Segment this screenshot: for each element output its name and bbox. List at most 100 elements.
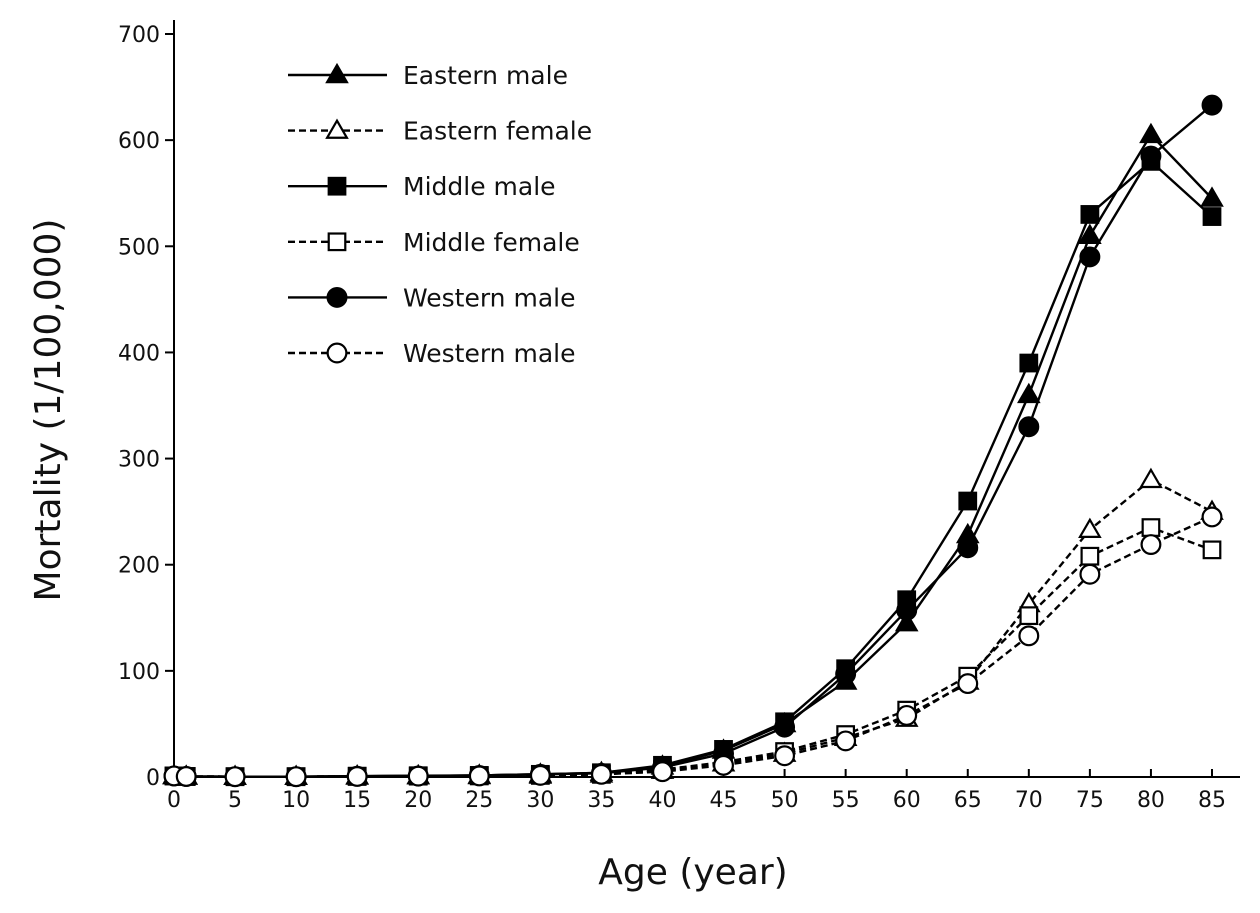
x-tick-label: 20	[404, 788, 432, 813]
x-tick-label: 30	[526, 788, 554, 813]
series-2	[164, 151, 1222, 787]
x-ticks: 0 5 10 15 20 25 30 35 40 45 50 55 60 65 70 75 80 85	[167, 769, 1226, 813]
data-point	[894, 610, 919, 632]
data-point	[1017, 382, 1041, 404]
x-tick-label: 15	[343, 788, 371, 813]
data-point	[529, 764, 551, 786]
series-line	[173, 526, 1213, 778]
data-point	[175, 766, 197, 787]
y-tick-label: 500	[118, 235, 160, 260]
legend-entry: Eastern female	[288, 117, 592, 146]
data-point	[1200, 186, 1224, 207]
x-tick-label: 75	[1076, 788, 1104, 813]
legend-marker	[325, 62, 349, 84]
series-line	[173, 159, 1213, 778]
data-point	[1078, 223, 1102, 244]
x-tick-label: 50	[771, 788, 799, 813]
data-point	[590, 763, 612, 785]
data-point	[774, 745, 796, 767]
data-point	[713, 754, 734, 776]
x-tick-label: 70	[1015, 788, 1043, 813]
x-tick-label: 35	[587, 788, 615, 813]
x-tick-label: 10	[282, 788, 310, 813]
series-line	[173, 132, 1213, 778]
data-point	[285, 766, 307, 788]
data-point	[1139, 122, 1163, 144]
data-point	[896, 599, 918, 621]
data-point	[774, 716, 796, 738]
series-line	[173, 104, 1213, 778]
legend-entry: Middle male	[288, 172, 556, 201]
legend-label: Western male	[403, 283, 575, 312]
x-tick-label: 5	[228, 788, 242, 813]
series-4	[163, 94, 1223, 788]
series-layer	[162, 94, 1224, 788]
data-point	[1141, 518, 1161, 537]
y-tick-label: 700	[118, 23, 160, 48]
series-0	[162, 122, 1224, 785]
data-point	[1078, 517, 1102, 538]
data-point	[1202, 540, 1222, 560]
data-point	[407, 765, 429, 787]
x-tick-label: 40	[648, 788, 676, 813]
y-tick-label: 300	[118, 448, 160, 473]
data-point	[1018, 416, 1040, 438]
data-point	[1201, 506, 1223, 528]
data-point	[1139, 467, 1163, 489]
legend-entry: Western male	[288, 339, 575, 368]
data-point	[1201, 94, 1223, 116]
data-point	[1140, 145, 1162, 167]
legend: Eastern male Eastern female Middle male Mid…	[288, 61, 592, 368]
data-point	[1019, 353, 1039, 373]
y-ticks: 0 100 200 300 400 500 600 700	[118, 23, 174, 791]
x-tick-label: 80	[1137, 788, 1165, 813]
legend-marker	[325, 118, 349, 139]
series-line	[173, 478, 1213, 778]
data-point	[1079, 246, 1101, 268]
data-point	[896, 704, 918, 726]
legend-entry: Western male	[288, 283, 575, 312]
legend-label: Middle female	[403, 228, 580, 257]
data-point	[1018, 625, 1040, 647]
legend-entry: Eastern male	[288, 61, 568, 90]
data-point	[1079, 563, 1101, 585]
y-axis-label: Mortality (1/100,000)	[28, 219, 69, 602]
x-axis-label: Age (year)	[598, 852, 787, 893]
y-tick-label: 400	[118, 341, 160, 366]
y-tick-label: 0	[146, 766, 160, 791]
data-point	[1140, 534, 1162, 556]
data-point	[468, 765, 490, 787]
legend-label: Eastern female	[403, 117, 592, 146]
series-1	[162, 467, 1224, 785]
legend-label: Middle male	[403, 172, 556, 201]
legend-marker	[326, 286, 348, 308]
data-point	[958, 491, 978, 511]
x-tick-label: 65	[954, 788, 982, 813]
data-point	[224, 766, 246, 788]
data-point	[957, 673, 979, 695]
legend-marker	[327, 232, 347, 252]
x-tick-label: 45	[710, 788, 738, 813]
data-point	[957, 537, 979, 559]
legend-label: Eastern male	[403, 61, 568, 90]
y-tick-label: 100	[118, 660, 160, 685]
data-point	[1202, 207, 1222, 226]
data-point	[346, 766, 368, 787]
x-tick-label: 85	[1198, 788, 1226, 813]
series-5	[163, 506, 1223, 788]
data-point	[1080, 205, 1100, 224]
x-tick-label: 60	[893, 788, 921, 813]
data-point	[1019, 606, 1039, 626]
legend-label: Western male	[403, 339, 575, 368]
data-point	[835, 663, 857, 685]
x-tick-label: 55	[832, 788, 860, 813]
series-line	[173, 515, 1213, 778]
data-point	[1080, 546, 1100, 566]
x-tick-label: 0	[167, 788, 181, 813]
legend-marker	[327, 176, 347, 196]
data-point	[652, 761, 673, 783]
legend-marker	[326, 342, 348, 364]
legend-entry: Middle female	[288, 228, 580, 257]
series-3	[164, 518, 1222, 787]
